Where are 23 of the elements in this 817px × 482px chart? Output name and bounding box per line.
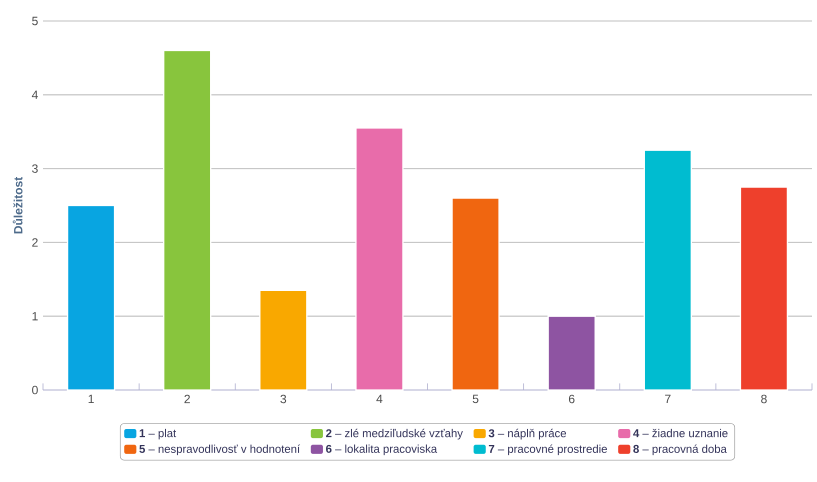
- x-tick-label: 3: [280, 394, 286, 404]
- y-tick-label: 0: [32, 386, 38, 394]
- x-tick-label: 7: [665, 394, 671, 403]
- legend-label: 5 – nespravodlivosť v hodnotení: [139, 444, 300, 456]
- y-tick-label: 1: [32, 312, 38, 320]
- legend-label: 4 – žiadne uznanie: [633, 428, 728, 438]
- legend-label: 1 – plat: [140, 428, 176, 440]
- x-tick-label: 6: [568, 394, 574, 404]
- y-tick-label: 4: [32, 90, 38, 99]
- x-tick-label: 1: [88, 394, 94, 403]
- y-tick-label: 2: [32, 238, 38, 247]
- y-tick-label: 5: [32, 16, 38, 26]
- x-tick-label: 4: [376, 394, 382, 403]
- x-tick-label: 5: [472, 394, 478, 404]
- legend-label: 6 – lokalita pracoviska: [326, 444, 438, 456]
- legend-label: 8 – pracovná doba: [633, 444, 727, 456]
- x-tick-label: 8: [761, 394, 767, 404]
- y-tick-label: 3: [32, 164, 38, 173]
- x-tick-label: 2: [184, 394, 190, 404]
- legend-label: 7 – pracovné prostredie: [488, 444, 607, 456]
- y-axis-title: Důležitost: [12, 176, 22, 234]
- legend-label: 2 – zlé medziľudské vzťahy: [326, 428, 463, 440]
- legend-label: 3 – náplň práce: [488, 428, 566, 440]
